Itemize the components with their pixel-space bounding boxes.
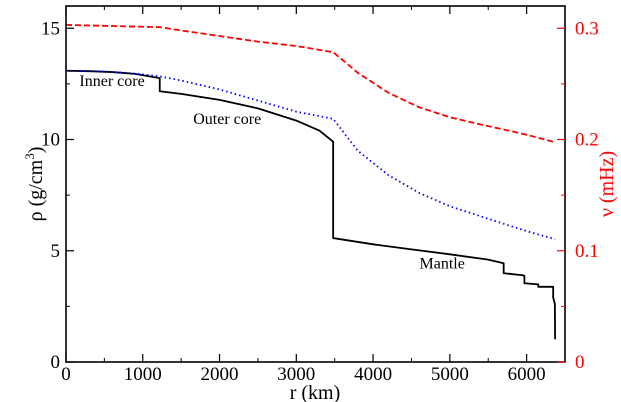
y-left-tick-label: 10 (41, 130, 60, 151)
y-left-tick-label: 15 (41, 18, 60, 39)
x-axis-title: r (km) (290, 382, 341, 402)
y-left-title-main: ρ (g/cm (25, 159, 47, 221)
dotted-line (65, 69, 556, 241)
y-right-axis-title: ν (mHz) (596, 151, 618, 217)
x-tick-label: 6000 (508, 364, 546, 385)
y-left-title-end: ) (25, 147, 47, 154)
y-right-tick-label: 0.1 (575, 241, 599, 262)
y-left-tick-label: 5 (51, 241, 61, 262)
y-right-tick-label: 0 (575, 352, 585, 373)
x-tick-label: 3000 (277, 364, 315, 385)
annotation-outer-core: Outer core (193, 111, 261, 128)
y-left-tick-label: 0 (51, 352, 61, 373)
y-right-ticks: 0 0.1 0.2 0.3 (557, 18, 599, 373)
x-tick-label: 2000 (201, 364, 239, 385)
x-ticks: 0 1000 2000 3000 4000 5000 6000 (61, 6, 546, 385)
y-left-title-sup: 3 (22, 153, 37, 160)
frequency-line (65, 24, 556, 144)
y-left-axis-title: ρ (g/cm3) (22, 147, 47, 222)
series-layer (65, 24, 556, 340)
x-tick-label: 1000 (124, 364, 162, 385)
x-tick-label: 0 (61, 364, 71, 385)
x-tick-label: 4000 (354, 364, 392, 385)
plot-frame (65, 5, 566, 363)
x-tick-label: 5000 (431, 364, 469, 385)
annotation-mantle: Mantle (420, 256, 465, 273)
annotation-inner-core: Inner core (79, 73, 144, 90)
y-left-ticks: 0 5 10 15 (41, 18, 74, 373)
y-right-tick-label: 0.3 (575, 18, 599, 39)
annotations: Inner core Outer core Mantle (79, 73, 464, 272)
y-right-tick-label: 0.2 (575, 130, 599, 151)
density-line (65, 69, 556, 340)
